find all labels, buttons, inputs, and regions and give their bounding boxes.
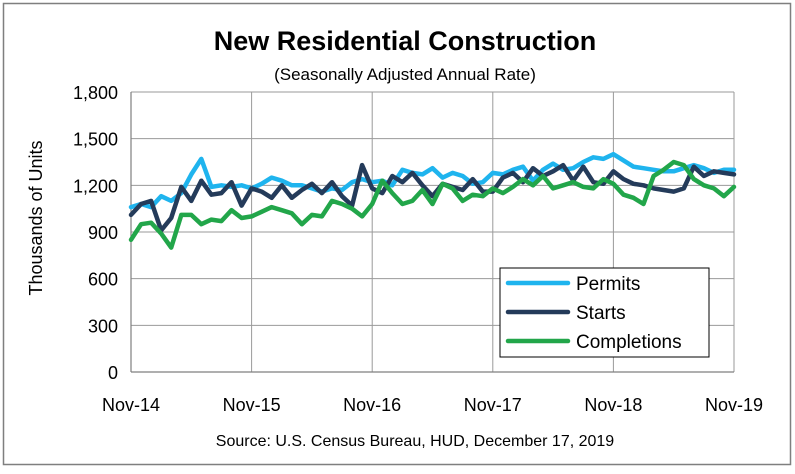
legend: Permits Starts Completions [499, 267, 710, 358]
x-tick-label: Nov-14 [102, 395, 160, 415]
x-tick-label: Nov-16 [343, 395, 401, 415]
y-tick-label: 1,200 [73, 176, 118, 196]
y-tick-label: 300 [88, 316, 118, 336]
x-tick-label: Nov-19 [705, 395, 763, 415]
series-lines [128, 151, 737, 250]
y-tick-labels: 0 300 600 900 1,200 1,500 1,800 [73, 83, 118, 383]
x-tick-label: Nov-18 [584, 395, 642, 415]
y-tick-label: 0 [108, 363, 118, 383]
y-tick-label: 900 [88, 223, 118, 243]
x-tick-label: Nov-17 [464, 395, 522, 415]
chart-subtitle: (Seasonally Adjusted Annual Rate) [274, 65, 536, 84]
y-tick-label: 1,500 [73, 130, 118, 150]
y-tick-label: 1,800 [73, 83, 118, 103]
legend-label-starts: Starts [576, 303, 626, 324]
y-axis-label: Thousands of Units [26, 140, 46, 295]
x-tick-label: Nov-15 [223, 395, 281, 415]
series-line-starts [128, 162, 737, 233]
series-line-completions [128, 159, 737, 250]
y-tick-label: 600 [88, 270, 118, 290]
chart-title: New Residential Construction [214, 26, 597, 56]
x-tick-labels: Nov-14 Nov-15 Nov-16 Nov-17 Nov-18 Nov-19 [102, 395, 763, 415]
source-note: Source: U.S. Census Bureau, HUD, Decembe… [216, 433, 615, 450]
legend-label-completions: Completions [576, 332, 682, 353]
axes [130, 92, 734, 373]
legend-label-permits: Permits [576, 274, 640, 295]
